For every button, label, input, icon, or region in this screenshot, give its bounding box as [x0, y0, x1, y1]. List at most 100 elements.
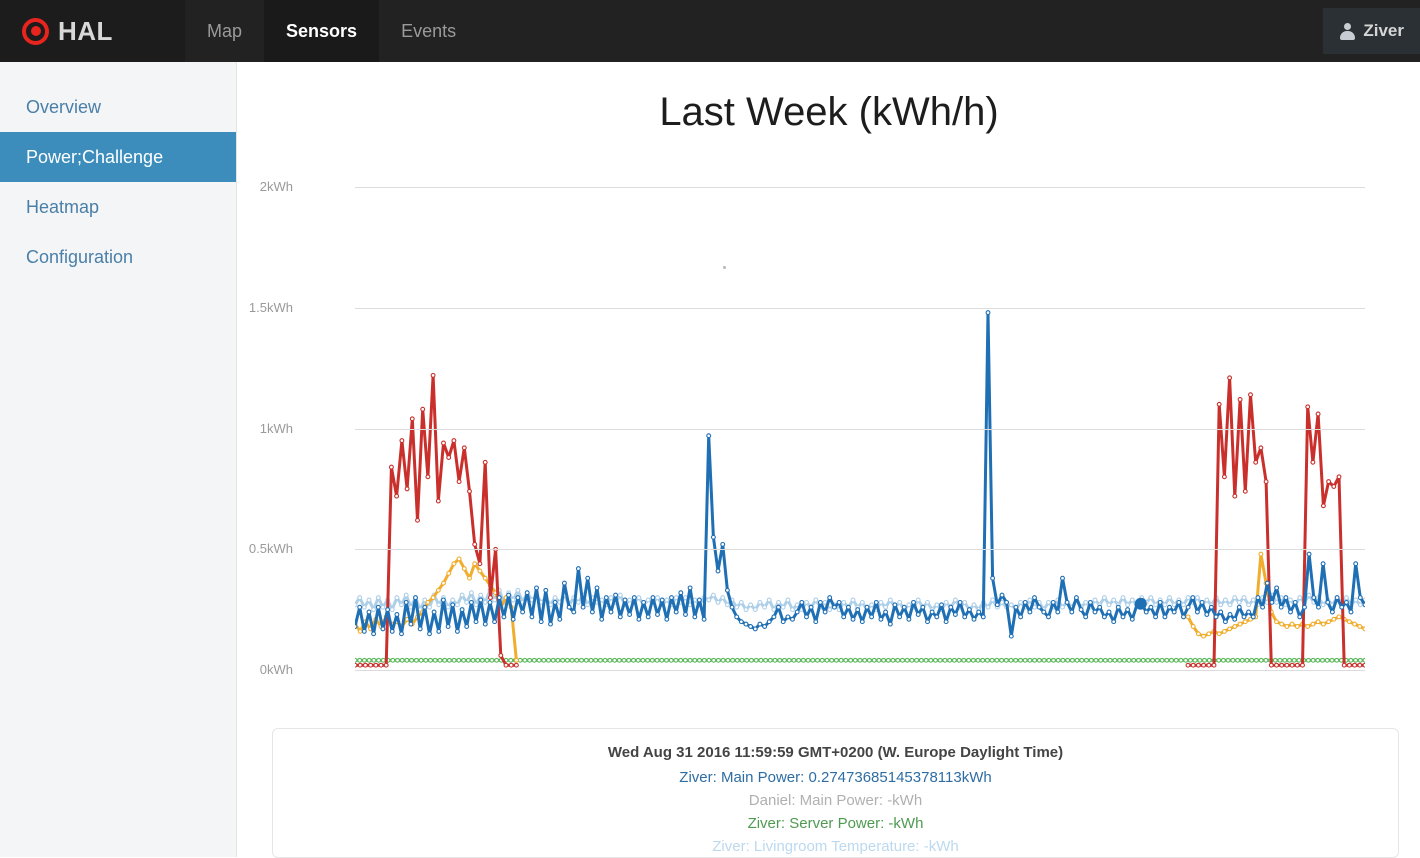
chart-data-point[interactable] — [762, 624, 768, 629]
chart-data-point[interactable] — [1079, 657, 1085, 663]
chart-data-point[interactable] — [357, 604, 363, 610]
chart-data-point[interactable] — [845, 604, 851, 610]
chart-data-point[interactable] — [762, 604, 768, 610]
chart-data-point[interactable] — [1041, 609, 1047, 615]
chart-data-point[interactable] — [415, 517, 420, 523]
chart-data-point[interactable] — [496, 595, 502, 601]
chart-data-point[interactable] — [1013, 604, 1019, 610]
chart-data-point[interactable] — [1306, 592, 1312, 598]
chart-data-point[interactable] — [1274, 619, 1279, 625]
chart-data-point[interactable] — [683, 612, 688, 617]
chart-data-point[interactable] — [1274, 599, 1280, 605]
chart-data-point[interactable] — [376, 657, 382, 663]
chart-data-point[interactable] — [841, 614, 847, 620]
chart-data-point[interactable] — [1353, 561, 1359, 567]
chart-data-point[interactable] — [588, 657, 594, 663]
chart-data-point[interactable] — [1334, 595, 1340, 601]
chart-data-point[interactable] — [1169, 657, 1174, 663]
chart-data-point[interactable] — [838, 657, 844, 663]
chart-data-point[interactable] — [1041, 657, 1047, 663]
chart-data-point[interactable] — [1305, 404, 1311, 410]
chart-data-point[interactable] — [1357, 657, 1363, 663]
chart-data-point[interactable] — [906, 602, 912, 608]
chart-data-point[interactable] — [1235, 657, 1241, 663]
chart-data-point[interactable] — [810, 657, 816, 663]
chart-data-point[interactable] — [435, 498, 441, 504]
chart-data-point[interactable] — [1348, 609, 1354, 615]
chart-data-point[interactable] — [1092, 609, 1098, 615]
chart-data-point[interactable] — [1253, 657, 1259, 663]
chart-data-point[interactable] — [942, 657, 948, 663]
chart-data-point[interactable] — [897, 614, 903, 620]
chart-data-point[interactable] — [1111, 597, 1117, 603]
chart-data-point[interactable] — [459, 607, 465, 613]
chart-data-point[interactable] — [1036, 604, 1042, 610]
chart-data-point[interactable] — [881, 657, 887, 663]
chart-data-point[interactable] — [383, 662, 389, 668]
chart-data-point[interactable] — [459, 592, 465, 598]
chart-data-point[interactable] — [871, 657, 877, 663]
chart-data-point[interactable] — [423, 657, 429, 663]
chart-data-point[interactable] — [478, 592, 484, 598]
chart-data-point[interactable] — [461, 566, 467, 572]
chart-data-point[interactable] — [627, 597, 633, 603]
chart-data-point[interactable] — [1264, 580, 1270, 586]
chart-data-point[interactable] — [503, 662, 509, 668]
chart-data-point[interactable] — [506, 592, 512, 598]
chart-data-point[interactable] — [925, 599, 930, 605]
chart-data-point[interactable] — [859, 619, 865, 625]
chart-data-point[interactable] — [1326, 619, 1332, 625]
chart-data-point[interactable] — [404, 657, 410, 663]
chart-data-point[interactable] — [366, 609, 372, 615]
nav-tab-map[interactable]: Map — [207, 20, 243, 41]
chart-data-point[interactable] — [1187, 657, 1193, 663]
chart-data-point[interactable] — [1218, 609, 1224, 615]
chart-data-point[interactable] — [1022, 657, 1028, 663]
chart-data-point[interactable] — [574, 657, 580, 663]
chart-data-point[interactable] — [1211, 662, 1217, 668]
chart-data-point[interactable] — [897, 599, 903, 605]
chart-data-point[interactable] — [771, 614, 777, 620]
chart-data-point[interactable] — [850, 597, 856, 603]
chart-data-point[interactable] — [508, 662, 514, 668]
chart-data-point[interactable] — [1325, 599, 1331, 605]
chart-data-point[interactable] — [1334, 657, 1340, 663]
chart-data-point[interactable] — [994, 602, 1000, 608]
chart-data-point[interactable] — [1084, 657, 1089, 663]
chart-data-point[interactable] — [1060, 575, 1065, 581]
sidebar-item-heatmap[interactable]: Heatmap — [26, 196, 100, 217]
chart-data-point[interactable] — [1263, 657, 1269, 663]
chart-data-point[interactable] — [492, 597, 498, 603]
chart-data-point[interactable] — [1352, 662, 1358, 668]
chart-data-point[interactable] — [928, 657, 934, 663]
chart-data-point[interactable] — [478, 597, 484, 603]
chart-data-point[interactable] — [1121, 657, 1127, 663]
chart-data-point[interactable] — [399, 631, 404, 637]
chart-data-point[interactable] — [1336, 474, 1342, 480]
chart-data-point[interactable] — [1083, 614, 1089, 620]
chart-data-point[interactable] — [456, 556, 462, 562]
chart-data-point[interactable] — [1236, 599, 1242, 605]
chart-data-point[interactable] — [738, 599, 744, 605]
chart-data-point[interactable] — [564, 657, 570, 663]
chart-data-point[interactable] — [780, 604, 786, 610]
chart-data-point[interactable] — [446, 657, 452, 663]
chart-data-point[interactable] — [1288, 609, 1293, 615]
chart-data-point[interactable] — [1092, 597, 1098, 603]
chart-data-point[interactable] — [527, 657, 533, 663]
chart-data-point[interactable] — [1201, 633, 1207, 639]
chart-data-point[interactable] — [1268, 662, 1274, 668]
chart-data-point[interactable] — [1297, 614, 1303, 620]
chart-data-point[interactable] — [669, 595, 674, 601]
chart-data-point[interactable] — [925, 619, 930, 625]
chart-data-point[interactable] — [649, 657, 655, 663]
chart-data-point[interactable] — [436, 628, 442, 634]
chart-data-point[interactable] — [776, 599, 781, 605]
chart-data-point[interactable] — [1178, 657, 1184, 663]
chart-data-point[interactable] — [482, 599, 488, 605]
chart-data-point[interactable] — [906, 616, 912, 622]
chart-data-point[interactable] — [357, 662, 363, 668]
chart-data-point[interactable] — [451, 657, 457, 663]
chart-data-point[interactable] — [785, 614, 791, 620]
chart-data-point[interactable] — [1279, 662, 1285, 668]
